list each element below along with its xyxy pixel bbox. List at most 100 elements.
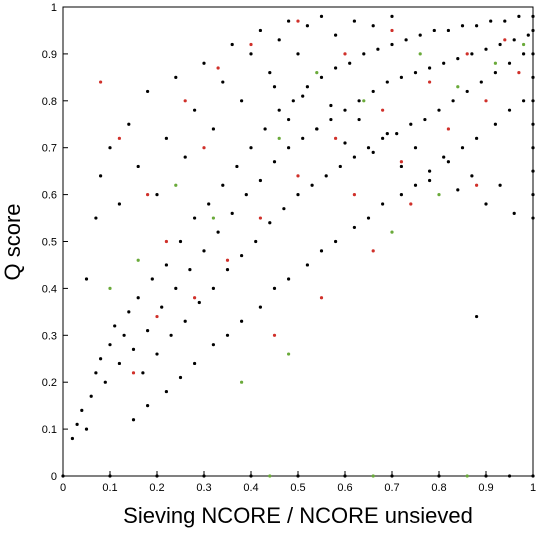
x-tick-label: 0.1: [102, 482, 117, 494]
y-tick-label: 0.8: [42, 96, 57, 108]
data-point: [493, 71, 497, 75]
data-point: [475, 314, 479, 319]
data-point: [498, 42, 502, 47]
data-point: [413, 183, 418, 187]
x-tick-label: 0.8: [431, 482, 446, 494]
data-point: [484, 99, 488, 103]
data-point: [287, 146, 291, 150]
data-point: [249, 146, 253, 150]
data-point: [240, 319, 244, 323]
data-point: [169, 333, 173, 337]
data-point: [493, 61, 497, 65]
data-point: [136, 296, 140, 300]
data-point: [456, 85, 460, 89]
data-point: [211, 343, 215, 347]
data-point: [296, 193, 300, 197]
data-point: [164, 263, 168, 267]
data-point: [249, 52, 253, 56]
data-point: [531, 122, 535, 126]
data-point: [263, 127, 267, 131]
data-point: [287, 352, 291, 356]
data-point: [507, 61, 512, 65]
data-point: [122, 333, 126, 337]
data-point: [329, 117, 333, 122]
data-point: [446, 28, 450, 33]
data-point: [183, 99, 187, 103]
data-point: [432, 28, 436, 33]
data-point: [460, 24, 465, 28]
data-point: [334, 136, 338, 140]
data-point: [287, 19, 291, 23]
data-point: [329, 103, 333, 108]
data-point: [446, 127, 450, 131]
data-point: [202, 61, 206, 65]
data-point: [221, 80, 225, 84]
data-point: [465, 89, 469, 94]
data-point: [381, 202, 385, 206]
data-point: [305, 263, 309, 267]
data-point: [240, 99, 244, 103]
data-point: [103, 380, 107, 384]
data-point: [371, 24, 375, 28]
data-point: [531, 146, 535, 150]
data-point: [446, 160, 450, 164]
x-tick-label: 0.9: [478, 482, 493, 494]
data-point: [531, 14, 535, 18]
y-axis-ticks: 0 0.1 0.2 0.3 0.4 0.5 0.6 0.7 0.8 0.9 1: [42, 2, 68, 483]
data-point: [108, 146, 112, 150]
data-point: [319, 249, 324, 253]
data-point: [352, 225, 356, 230]
data-point: [399, 164, 403, 169]
x-tick-label: 0.7: [384, 482, 399, 494]
data-point: [470, 174, 474, 178]
data-point: [211, 127, 215, 131]
data-point: [395, 132, 399, 136]
data-point: [324, 174, 328, 178]
data-point: [498, 183, 502, 187]
data-point: [399, 75, 403, 79]
x-tick-label: 0.5: [290, 482, 305, 494]
data-point: [141, 371, 145, 375]
data-point: [475, 24, 479, 28]
data-point: [531, 75, 535, 79]
data-point: [146, 193, 150, 197]
data-point: [522, 52, 526, 56]
data-point: [202, 249, 206, 253]
data-point: [437, 108, 441, 112]
data-point: [183, 155, 187, 159]
data-point: [178, 239, 183, 244]
data-point: [428, 80, 432, 84]
data-point: [258, 216, 262, 220]
data-point: [84, 277, 89, 281]
data-point: [155, 193, 159, 197]
data-point: [465, 474, 469, 478]
data-point: [334, 239, 338, 244]
data-point: [296, 52, 300, 56]
data-point: [225, 333, 230, 337]
data-point: [503, 19, 507, 23]
data-point: [131, 418, 136, 422]
x-tick-label: 0.3: [196, 482, 211, 494]
data-point: [146, 329, 150, 333]
data-point: [371, 474, 375, 478]
data-point: [272, 286, 277, 290]
y-tick-label: 0.4: [42, 283, 57, 295]
data-point: [489, 19, 493, 23]
data-point: [517, 14, 521, 18]
data-point: [221, 183, 225, 187]
data-point: [319, 75, 324, 79]
data-point: [484, 202, 488, 206]
data-point: [319, 14, 324, 18]
data-point: [315, 127, 319, 131]
data-point: [258, 28, 262, 33]
data-point: [99, 174, 103, 178]
data-point: [216, 230, 220, 234]
data-point: [70, 436, 74, 441]
data-point: [160, 305, 164, 309]
data-point: [390, 230, 394, 234]
data-point: [376, 47, 380, 51]
data-point: [371, 249, 375, 253]
data-point: [174, 75, 178, 79]
data-point: [230, 42, 234, 47]
